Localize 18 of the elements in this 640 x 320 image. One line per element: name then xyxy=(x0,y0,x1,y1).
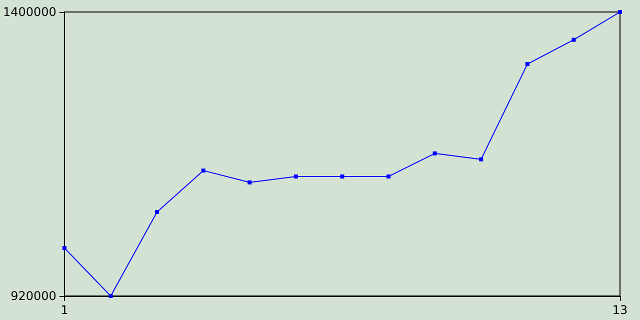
point xyxy=(479,157,484,162)
line-series xyxy=(62,10,622,298)
point xyxy=(432,151,437,156)
point xyxy=(62,246,66,250)
point xyxy=(201,168,206,173)
y-tick-label: 920000 xyxy=(10,289,56,303)
point xyxy=(248,180,252,184)
point xyxy=(294,174,298,178)
x-tick-label: 13 xyxy=(612,303,628,317)
point xyxy=(340,174,344,178)
point xyxy=(386,174,391,178)
x-tick-label: 1 xyxy=(60,303,68,317)
point xyxy=(155,210,160,214)
point xyxy=(525,62,530,66)
point xyxy=(572,38,576,42)
point xyxy=(108,294,113,298)
y-tick-label: 1400000 xyxy=(2,5,56,19)
point xyxy=(618,10,622,14)
